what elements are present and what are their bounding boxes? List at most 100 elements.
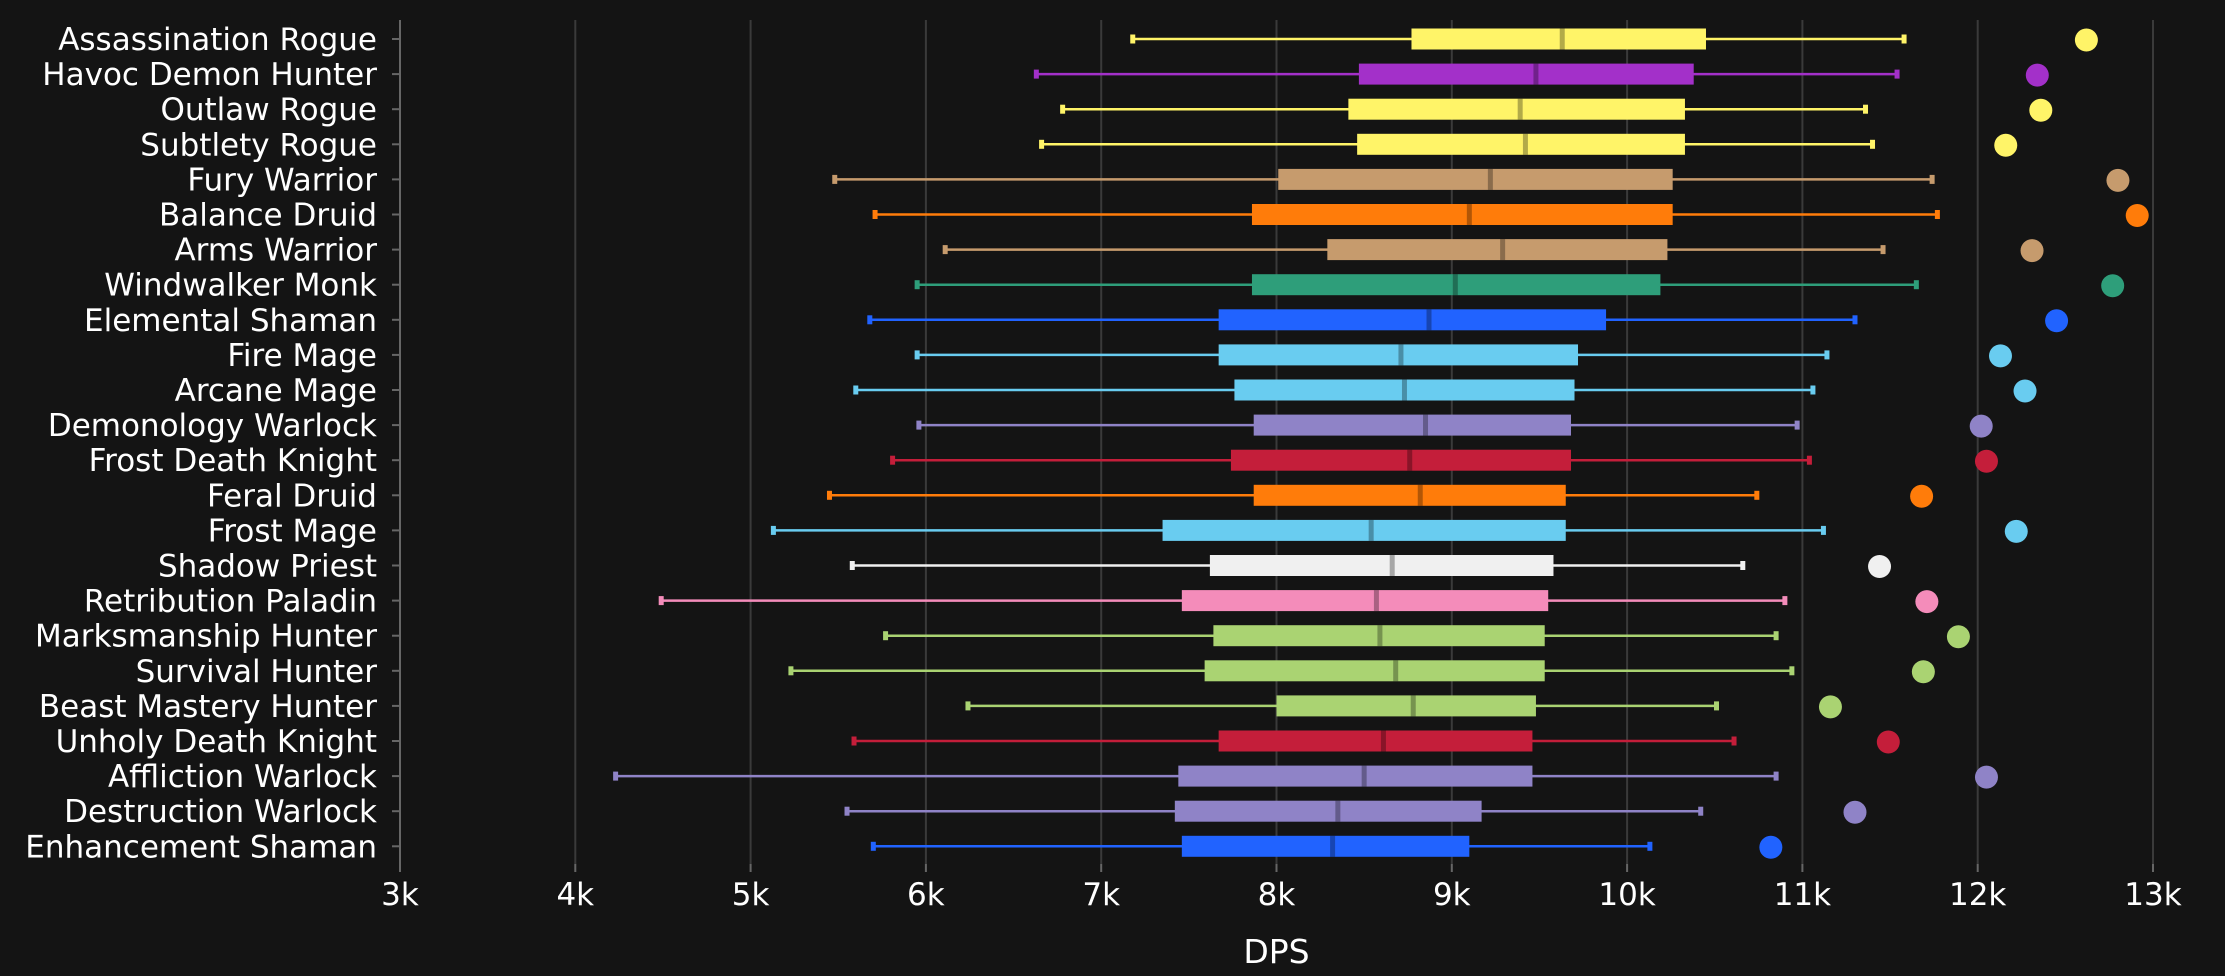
whisker-cap-max bbox=[1740, 561, 1746, 570]
iqr-box bbox=[1181, 590, 1549, 612]
iqr-box bbox=[1357, 133, 1685, 155]
iqr-box bbox=[1276, 695, 1536, 717]
whisker-cap-min bbox=[916, 420, 922, 430]
spec-label: Unholy Death Knight bbox=[56, 724, 377, 760]
top-dot bbox=[2125, 204, 2149, 227]
whisker-cap-max bbox=[1824, 350, 1830, 360]
whisker-cap-max bbox=[1934, 210, 1940, 219]
whisker-cap-max bbox=[1901, 34, 1907, 44]
top-dot bbox=[1969, 414, 1993, 438]
top-dot bbox=[1911, 660, 1935, 684]
spec-label: Destruction Warlock bbox=[64, 794, 377, 830]
iqr-box bbox=[1181, 835, 1470, 857]
top-dot bbox=[2013, 379, 2037, 403]
median-marker bbox=[1410, 695, 1416, 717]
iqr-box bbox=[1174, 800, 1482, 822]
whisker-cap-min bbox=[826, 490, 832, 500]
whisker-cap-min bbox=[872, 210, 878, 219]
top-dot bbox=[1876, 730, 1900, 754]
whisker-cap-max bbox=[1773, 771, 1779, 781]
whisker-cap-max bbox=[1647, 841, 1653, 851]
iqr-box bbox=[1234, 379, 1575, 401]
iqr-box bbox=[1411, 28, 1706, 50]
median-marker bbox=[1380, 730, 1386, 752]
iqr-box bbox=[1278, 168, 1673, 190]
whisker-cap-min bbox=[1033, 69, 1039, 79]
whisker-cap-min bbox=[1060, 104, 1066, 114]
whisker-cap-max bbox=[1773, 631, 1779, 641]
spec-label: Fire Mage bbox=[227, 338, 377, 374]
whisker-cap-min bbox=[914, 280, 920, 290]
iqr-box bbox=[1162, 519, 1566, 541]
iqr-box bbox=[1204, 660, 1545, 682]
top-dot bbox=[2045, 309, 2069, 333]
whisker-cap-max bbox=[1698, 806, 1704, 816]
whisker-cap-min bbox=[890, 455, 896, 465]
median-marker bbox=[1361, 765, 1367, 787]
spec-label: Windwalker Monk bbox=[104, 268, 377, 304]
x-tick-label: 5k bbox=[732, 877, 770, 913]
whisker-cap-max bbox=[1794, 420, 1800, 430]
x-tick-label: 9k bbox=[1433, 877, 1471, 913]
median-marker bbox=[1487, 168, 1493, 190]
spec-label: Arms Warrior bbox=[174, 233, 377, 269]
spec-label: Assassination Rogue bbox=[58, 22, 377, 58]
spec-label: Subtlety Rogue bbox=[140, 127, 377, 163]
iqr-box bbox=[1358, 63, 1694, 85]
x-tick-label: 7k bbox=[1082, 877, 1120, 913]
top-dots bbox=[1759, 28, 2149, 859]
top-dot bbox=[1868, 555, 1892, 578]
iqr-box bbox=[1209, 555, 1554, 576]
top-dot bbox=[1818, 695, 1842, 719]
top-dot bbox=[2101, 274, 2125, 298]
whisker-cap-min bbox=[1130, 34, 1136, 44]
spec-label: Fury Warrior bbox=[187, 162, 377, 198]
whisker-cap-max bbox=[1806, 455, 1812, 465]
median-marker bbox=[1398, 344, 1404, 366]
median-marker bbox=[1533, 63, 1539, 85]
whisker-cap-max bbox=[1913, 280, 1919, 290]
top-dot bbox=[1910, 484, 1934, 508]
whisker-cap-max bbox=[1863, 104, 1869, 114]
x-tick-label: 3k bbox=[381, 877, 419, 913]
whisker-cap-min bbox=[870, 841, 876, 851]
x-tick-label: 6k bbox=[907, 877, 945, 913]
iqr-box bbox=[1251, 274, 1661, 296]
top-dot bbox=[1759, 835, 1783, 859]
axes bbox=[392, 20, 2154, 872]
iqr-box bbox=[1213, 625, 1545, 647]
iqr-box bbox=[1251, 204, 1673, 225]
iqr-box bbox=[1218, 730, 1533, 752]
spec-label: Balance Druid bbox=[159, 198, 377, 234]
whisker-cap-max bbox=[1810, 385, 1816, 395]
median-marker bbox=[1407, 449, 1413, 471]
median-marker bbox=[1401, 379, 1407, 401]
top-dot bbox=[1946, 625, 1970, 649]
median-marker bbox=[1335, 800, 1341, 822]
median-marker bbox=[1559, 28, 1565, 50]
median-marker bbox=[1389, 555, 1395, 576]
median-marker bbox=[1466, 204, 1472, 225]
median-marker bbox=[1452, 274, 1458, 296]
spec-label: Affliction Warlock bbox=[108, 759, 377, 795]
whisker-cap-min bbox=[851, 736, 857, 746]
whisker-cap-min bbox=[844, 806, 850, 816]
spec-label: Frost Mage bbox=[208, 513, 377, 549]
whisker-cap-min bbox=[849, 561, 855, 570]
iqr-box bbox=[1218, 344, 1579, 366]
x-tick-label: 11k bbox=[1774, 877, 1831, 913]
spec-label: Shadow Priest bbox=[158, 549, 377, 585]
x-tick-label: 13k bbox=[2124, 877, 2181, 913]
spec-label: Outlaw Rogue bbox=[160, 92, 377, 128]
top-dot bbox=[1974, 765, 1998, 789]
whisker-cap-min bbox=[867, 315, 873, 325]
median-marker bbox=[1423, 414, 1429, 436]
x-axis-title: DPS bbox=[1243, 932, 1309, 971]
top-dot bbox=[1915, 590, 1939, 614]
median-marker bbox=[1426, 309, 1432, 331]
top-dot bbox=[2106, 168, 2130, 192]
whisker-cap-min bbox=[658, 596, 664, 606]
spec-label: Arcane Mage bbox=[175, 373, 377, 409]
whisker-cap-min bbox=[613, 771, 619, 781]
